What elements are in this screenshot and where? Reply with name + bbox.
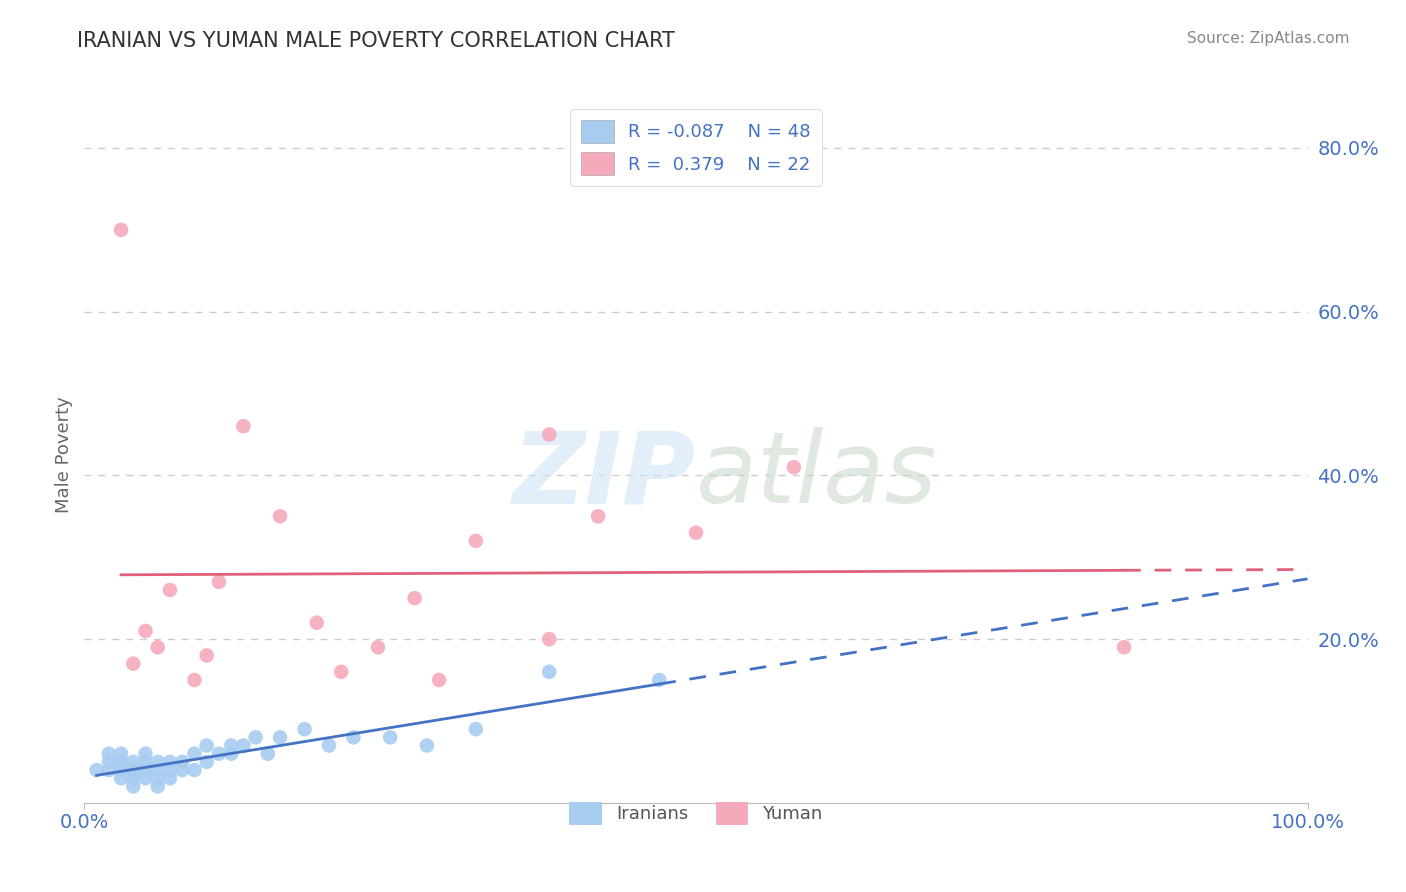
Text: Source: ZipAtlas.com: Source: ZipAtlas.com	[1187, 31, 1350, 46]
Point	[208, 574, 231, 589]
Point	[135, 624, 157, 638]
Point	[380, 731, 402, 745]
Point	[208, 747, 231, 761]
Point	[135, 763, 157, 777]
Point	[342, 731, 364, 745]
Point	[146, 771, 169, 785]
Text: ZIP: ZIP	[513, 427, 696, 524]
Point	[110, 763, 132, 777]
Point	[257, 747, 280, 761]
Point	[367, 640, 389, 655]
Point	[245, 731, 267, 745]
Point	[195, 755, 218, 769]
Point	[219, 739, 242, 753]
Point	[219, 747, 242, 761]
Text: IRANIAN VS YUMAN MALE POVERTY CORRELATION CHART: IRANIAN VS YUMAN MALE POVERTY CORRELATIO…	[77, 31, 675, 51]
Point	[122, 771, 145, 785]
Point	[172, 755, 194, 769]
Point	[294, 722, 316, 736]
Point	[586, 509, 609, 524]
Point	[146, 640, 169, 655]
Point	[146, 755, 169, 769]
Point	[232, 739, 254, 753]
Point	[269, 509, 291, 524]
Point	[305, 615, 328, 630]
Point	[146, 780, 169, 794]
Point	[427, 673, 450, 687]
Point	[135, 755, 157, 769]
Point	[110, 223, 132, 237]
Point	[122, 755, 145, 769]
Point	[122, 763, 145, 777]
Point	[110, 755, 132, 769]
Point	[122, 780, 145, 794]
Point	[159, 582, 181, 597]
Point	[538, 632, 561, 646]
Point	[110, 747, 132, 761]
Legend: Iranians, Yuman: Iranians, Yuman	[562, 795, 830, 832]
Point	[318, 739, 340, 753]
Point	[195, 648, 218, 663]
Point	[648, 673, 671, 687]
Point	[135, 763, 157, 777]
Point	[172, 763, 194, 777]
Point	[135, 747, 157, 761]
Point	[464, 722, 486, 736]
Point	[159, 771, 181, 785]
Point	[183, 673, 205, 687]
Point	[122, 763, 145, 777]
Point	[416, 739, 439, 753]
Point	[232, 419, 254, 434]
Point	[404, 591, 426, 606]
Point	[97, 747, 120, 761]
Point	[783, 460, 806, 475]
Point	[110, 771, 132, 785]
Point	[86, 763, 108, 777]
Point	[122, 657, 145, 671]
Point	[269, 731, 291, 745]
Point	[97, 755, 120, 769]
Point	[195, 739, 218, 753]
Point	[135, 771, 157, 785]
Point	[183, 763, 205, 777]
Point	[538, 427, 561, 442]
Point	[159, 755, 181, 769]
Point	[464, 533, 486, 548]
Point	[1114, 640, 1136, 655]
Point	[159, 763, 181, 777]
Point	[110, 755, 132, 769]
Point	[146, 763, 169, 777]
Point	[538, 665, 561, 679]
Point	[330, 665, 353, 679]
Point	[122, 771, 145, 785]
Point	[183, 747, 205, 761]
Point	[97, 763, 120, 777]
Point	[685, 525, 707, 540]
Text: atlas: atlas	[696, 427, 938, 524]
Y-axis label: Male Poverty: Male Poverty	[55, 397, 73, 513]
